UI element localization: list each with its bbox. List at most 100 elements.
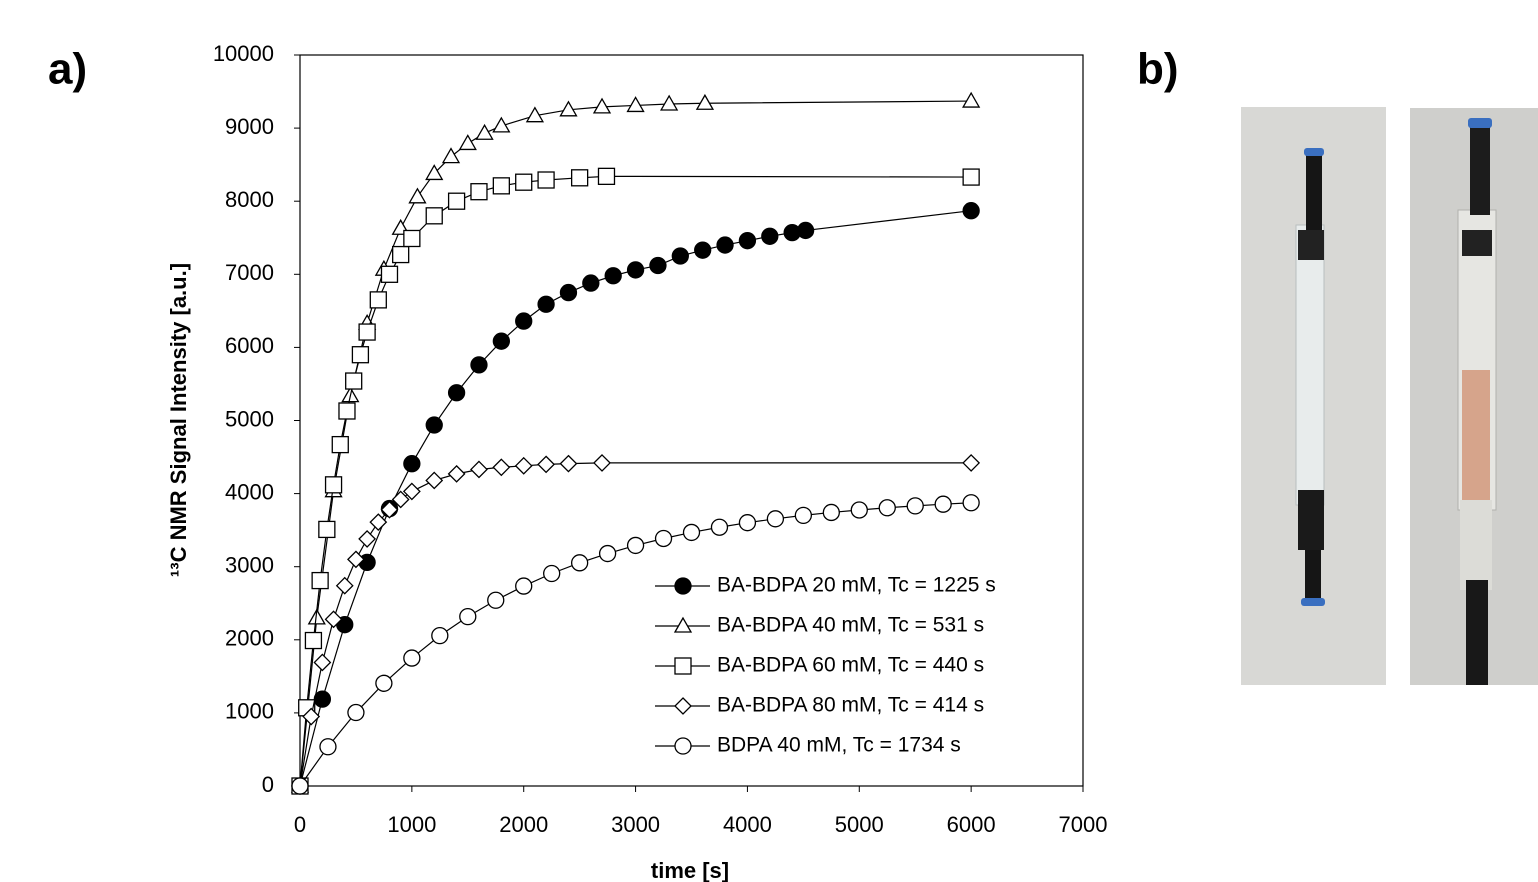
data-point xyxy=(291,777,309,795)
data-point xyxy=(470,356,488,374)
data-point xyxy=(597,167,616,185)
data-point xyxy=(470,460,488,479)
data-point xyxy=(338,402,356,420)
legend-label: BDPA 40 mM, Tc = 1734 s xyxy=(717,734,961,757)
data-point xyxy=(761,227,779,245)
x-axis-label: time [s] xyxy=(651,858,729,882)
x-tick-label: 2000 xyxy=(499,812,548,837)
data-point xyxy=(347,703,365,722)
data-point xyxy=(515,173,533,191)
data-point xyxy=(654,529,673,548)
data-point xyxy=(487,591,505,609)
data-point xyxy=(302,707,321,726)
data-point xyxy=(592,97,612,114)
data-point xyxy=(369,291,387,309)
data-point xyxy=(425,207,443,225)
photo-left xyxy=(1241,107,1386,685)
data-point xyxy=(425,416,443,434)
y-tick-label: 1000 xyxy=(225,699,274,724)
data-point xyxy=(458,134,477,151)
data-point xyxy=(408,187,427,204)
y-tick-label: 9000 xyxy=(225,114,274,139)
data-point xyxy=(492,332,510,350)
legend-label: BA-BDPA 80 mM, Tc = 414 s xyxy=(717,694,984,717)
data-point xyxy=(559,454,578,473)
y-axis-label: ¹³C NMR Signal Intensity [a.u.] xyxy=(166,263,191,577)
y-tick-label: 0 xyxy=(262,772,274,797)
data-point xyxy=(962,453,981,472)
data-point xyxy=(459,607,477,626)
data-point xyxy=(559,100,578,117)
data-point xyxy=(515,577,533,595)
data-point xyxy=(515,312,533,330)
data-point xyxy=(313,690,332,708)
data-point xyxy=(671,247,689,265)
y-tick-label: 6000 xyxy=(225,333,274,358)
data-point xyxy=(345,372,363,390)
data-point xyxy=(375,674,393,692)
data-point xyxy=(347,550,365,569)
data-point xyxy=(403,455,421,473)
x-tick-label: 5000 xyxy=(835,812,884,837)
data-point xyxy=(626,96,645,113)
data-point xyxy=(962,91,981,108)
data-point xyxy=(403,649,421,667)
data-point xyxy=(492,458,511,477)
data-point xyxy=(319,738,337,756)
data-point xyxy=(380,500,399,519)
data-point xyxy=(582,274,600,292)
data-point xyxy=(369,513,388,532)
legend-marker xyxy=(673,616,693,633)
data-point xyxy=(649,256,667,275)
panel-label: b) xyxy=(1137,45,1179,94)
data-point xyxy=(598,544,617,563)
legend-marker xyxy=(674,697,692,715)
data-point xyxy=(391,490,410,509)
data-point xyxy=(447,192,466,210)
data-point xyxy=(425,471,444,490)
y-tick-label: 5000 xyxy=(225,406,274,431)
legend-marker xyxy=(674,657,692,675)
data-point xyxy=(766,510,785,528)
y-tick-label: 10000 xyxy=(213,41,274,66)
data-point xyxy=(475,123,494,140)
data-point xyxy=(358,530,377,548)
data-point xyxy=(307,608,326,625)
data-point xyxy=(660,94,679,111)
data-point xyxy=(537,171,555,189)
data-point xyxy=(492,177,510,195)
data-point xyxy=(425,164,444,181)
data-point xyxy=(738,514,757,532)
y-tick-label: 2000 xyxy=(225,626,274,651)
data-point xyxy=(447,464,466,483)
data-point xyxy=(593,453,611,472)
x-tick-label: 4000 xyxy=(723,812,772,837)
data-point xyxy=(604,267,622,285)
data-point xyxy=(694,241,712,259)
data-point xyxy=(738,232,757,250)
x-tick-label: 1000 xyxy=(387,812,436,837)
x-tick-label: 6000 xyxy=(947,812,996,837)
data-point xyxy=(335,576,354,595)
x-tick-label: 3000 xyxy=(611,812,660,837)
x-tick-label: 0 xyxy=(294,812,306,837)
data-point xyxy=(525,106,545,123)
legend-marker xyxy=(674,737,692,755)
y-tick-label: 8000 xyxy=(225,187,274,212)
data-point xyxy=(304,631,323,650)
data-point xyxy=(331,435,349,454)
data-point xyxy=(441,147,461,164)
data-point xyxy=(543,564,561,583)
data-point xyxy=(570,554,589,572)
data-point xyxy=(934,495,952,513)
data-point xyxy=(962,202,980,220)
data-point xyxy=(311,571,329,590)
data-point xyxy=(626,536,645,555)
data-point xyxy=(682,523,701,542)
data-point xyxy=(324,476,343,494)
data-point xyxy=(358,323,376,341)
data-point xyxy=(431,626,449,645)
data-point xyxy=(402,482,421,501)
data-point xyxy=(447,384,466,402)
data-point xyxy=(796,221,815,240)
